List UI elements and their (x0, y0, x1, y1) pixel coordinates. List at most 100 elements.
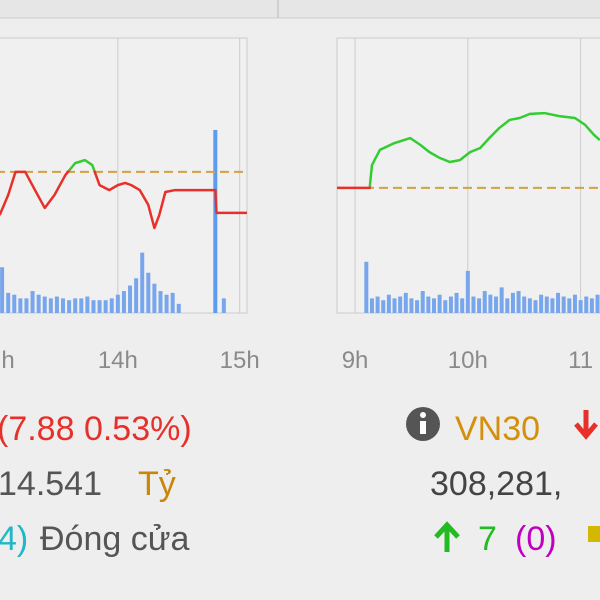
volume-bar (527, 298, 532, 313)
volume-bar (415, 300, 420, 313)
volume-bar (556, 292, 561, 313)
x-tick-label: 11 (568, 347, 593, 374)
volume-bar (369, 298, 374, 313)
volume-bar (158, 291, 163, 313)
volume-bar (36, 294, 41, 313)
count: 4) (0, 520, 28, 558)
x-tick-label: 15h (220, 347, 260, 374)
volume-bar (437, 294, 442, 313)
x-tick-label: 10h (448, 347, 488, 374)
volume-bar (140, 252, 145, 313)
volume-bar (420, 291, 425, 313)
volume-bar (595, 294, 600, 313)
volume-bar (584, 296, 589, 313)
volume-bar (61, 298, 66, 313)
volume-bar (30, 291, 35, 313)
x-tick-label: 9h (342, 347, 369, 374)
volume-bar (164, 294, 169, 313)
volume-bar (152, 283, 157, 313)
volume-bar (85, 296, 90, 313)
unchanged-count: (0) (515, 520, 557, 558)
volume-bar (550, 298, 555, 313)
volume-bar (567, 298, 572, 313)
volume-bar (505, 298, 510, 313)
volume-bar (386, 294, 391, 313)
price-line-down (0, 170, 247, 230)
x-tick-label: h (1, 347, 14, 374)
volume-bar (364, 261, 369, 313)
volume-bar (79, 298, 84, 313)
top-bar (0, 0, 600, 19)
volume-bar (516, 291, 521, 313)
volume-bar (392, 298, 397, 313)
down-arrow (574, 410, 598, 440)
charts: h 14h 15h 9h 10h 11 (0, 37, 600, 374)
volume-bar (443, 300, 448, 313)
panel: h 14h 15h (0, 37, 260, 374)
volume-bar (0, 267, 5, 313)
volume-bar (54, 296, 59, 313)
volume-bar (67, 300, 72, 313)
volume-bar (572, 294, 577, 313)
info-icon-bar (420, 421, 426, 434)
price-line-up (368, 111, 600, 187)
volume-bar (12, 294, 17, 313)
volume-bar (48, 298, 53, 313)
volume-bar (115, 294, 120, 313)
volume-bar (24, 298, 29, 313)
volume-bar (398, 296, 403, 313)
volume-bar (121, 291, 126, 313)
volume-bar (91, 300, 96, 313)
volume-bar (134, 278, 139, 313)
volume-bar (213, 130, 218, 313)
volume-value: 308,281, (430, 465, 562, 503)
panel-frame (336, 37, 600, 314)
volume-bar (97, 300, 102, 313)
volume-bar (109, 298, 114, 313)
volume-bar (221, 298, 226, 313)
panel: 9h 10h 11 (336, 37, 600, 374)
volume-bar (460, 298, 465, 313)
info-icon-dot (420, 412, 426, 418)
volume-bar (375, 296, 380, 313)
volume-bar (578, 300, 583, 313)
volume-bar (494, 296, 499, 313)
value: 14.541 (0, 465, 102, 503)
volume-bar (103, 300, 108, 313)
volume-bar (73, 298, 78, 313)
up-arrow (434, 521, 460, 552)
volume-bar (589, 298, 594, 313)
volume-bar (522, 296, 527, 313)
x-tick-label: 14h (98, 347, 138, 374)
volume-bar (409, 298, 414, 313)
volume-bar (146, 272, 151, 313)
volume-bar (426, 296, 431, 313)
volume-bar (510, 292, 515, 313)
volume-bar (471, 296, 476, 313)
volume-bar (488, 294, 493, 313)
up-count: 7 (478, 520, 497, 558)
volume-bar (403, 292, 408, 313)
volume-bar (482, 291, 487, 313)
volume-bar (381, 300, 386, 313)
volume-bar (18, 298, 23, 313)
flat-square (588, 526, 600, 542)
volume-bar (431, 298, 436, 313)
volume-bar (544, 296, 549, 313)
status: Đóng cửa (40, 520, 189, 558)
volume-bar (448, 296, 453, 313)
volume-bar (128, 285, 133, 313)
volume-bar (499, 287, 504, 313)
volume-bar (539, 294, 544, 313)
volume-bar (454, 292, 459, 313)
volume-bar (6, 292, 11, 313)
panel-frame (0, 37, 248, 314)
unit: Tỷ (138, 465, 176, 503)
change: (7.88 0.53%) (0, 410, 192, 448)
volume-bar (477, 298, 482, 313)
volume-bar (176, 303, 181, 313)
volume-bar (42, 296, 47, 313)
index-name[interactable]: VN30 (455, 410, 540, 448)
volume-bar (561, 296, 566, 313)
